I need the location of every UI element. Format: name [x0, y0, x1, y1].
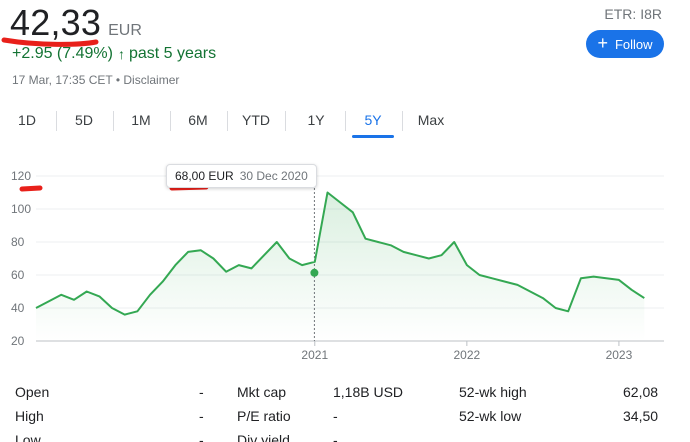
- current-price: 42,33: [10, 2, 102, 43]
- tab-divider: [113, 111, 114, 131]
- x-axis-ticks: 2021 2022 2023: [301, 341, 633, 362]
- stat-label: Mkt cap: [237, 384, 287, 400]
- stat-value: -: [199, 432, 204, 442]
- stat-value: -: [333, 408, 338, 424]
- range-tabs: 1D 5D 1M 6M YTD 1Y 5Y Max: [0, 104, 690, 138]
- stat-label: Div yield: [237, 432, 290, 442]
- price-change: +2.95 (7.49%) ↑ past 5 years: [12, 45, 216, 63]
- quote-timestamp[interactable]: 17 Mar, 17:35 CET • Disclaimer: [12, 73, 180, 87]
- stats-row: Low - Div yield -: [15, 432, 675, 442]
- tab-divider: [227, 111, 228, 131]
- tab-divider: [285, 111, 286, 131]
- follow-button[interactable]: + Follow: [586, 30, 664, 58]
- y-tick-label: 60: [11, 268, 25, 282]
- up-arrow-icon: ↑: [117, 46, 125, 62]
- follow-label: Follow: [614, 36, 653, 52]
- stat-value: 1,18B USD: [333, 384, 404, 400]
- tab-5d[interactable]: 5D: [75, 112, 93, 128]
- price-header: 42,33 EUR: [10, 2, 142, 44]
- stat-label: Low: [15, 432, 41, 442]
- stat-label: Open: [15, 384, 50, 400]
- tab-divider: [345, 111, 346, 131]
- tab-divider: [402, 111, 403, 131]
- tab-5y[interactable]: 5Y: [350, 104, 396, 138]
- stat-label: 52-wk high: [459, 384, 527, 400]
- stat-value: -: [333, 432, 338, 442]
- chart-series-line: [35, 191, 645, 316]
- x-tick-label: 2023: [606, 348, 633, 362]
- tab-divider: [170, 111, 171, 131]
- stat-value: 62,08: [623, 384, 659, 400]
- stat-value: -: [199, 408, 204, 424]
- stat-label: 52-wk low: [459, 408, 522, 424]
- y-tick-label: 120: [11, 169, 31, 183]
- chart-cursor-point: [310, 268, 319, 277]
- chart-area-fill: [36, 192, 645, 341]
- stats-row: Open - Mkt cap 1,18B USD 52-wk high 62,0…: [15, 384, 675, 406]
- stat-value: 34,50: [623, 408, 659, 424]
- change-value: +2.95 (7.49%): [12, 45, 113, 62]
- ticker-symbol: ETR: I8R: [604, 6, 662, 22]
- y-tick-label: 20: [11, 334, 25, 348]
- tab-divider: [56, 111, 57, 131]
- chart-tooltip: 68,00 EUR 30 Dec 2020: [166, 164, 317, 188]
- price-chart[interactable]: 120 100 80 60 40 20 2021 2022 2023: [0, 150, 690, 365]
- y-tick-label: 100: [11, 202, 31, 216]
- x-tick-label: 2021: [301, 348, 328, 362]
- plus-icon: +: [597, 33, 608, 53]
- tooltip-value: 68,00 EUR: [175, 169, 234, 183]
- stats-row: High - P/E ratio - 52-wk low 34,50: [15, 408, 675, 430]
- tooltip-date: 30 Dec 2020: [239, 169, 308, 183]
- change-period: past 5 years: [128, 45, 217, 62]
- y-tick-label: 40: [11, 301, 25, 315]
- stat-label: High: [15, 408, 44, 424]
- y-axis-ticks: 120 100 80 60 40 20: [11, 169, 31, 348]
- tab-1m[interactable]: 1M: [131, 112, 151, 128]
- stat-label: P/E ratio: [237, 408, 291, 424]
- tab-ytd[interactable]: YTD: [242, 112, 270, 128]
- price-currency: EUR: [108, 22, 142, 39]
- x-tick-label: 2022: [453, 348, 480, 362]
- tab-1y[interactable]: 1Y: [307, 112, 325, 128]
- y-tick-label: 80: [11, 235, 25, 249]
- tab-6m[interactable]: 6M: [188, 112, 208, 128]
- stat-value: -: [199, 384, 204, 400]
- tab-max[interactable]: Max: [417, 112, 445, 128]
- tab-1d[interactable]: 1D: [18, 112, 36, 128]
